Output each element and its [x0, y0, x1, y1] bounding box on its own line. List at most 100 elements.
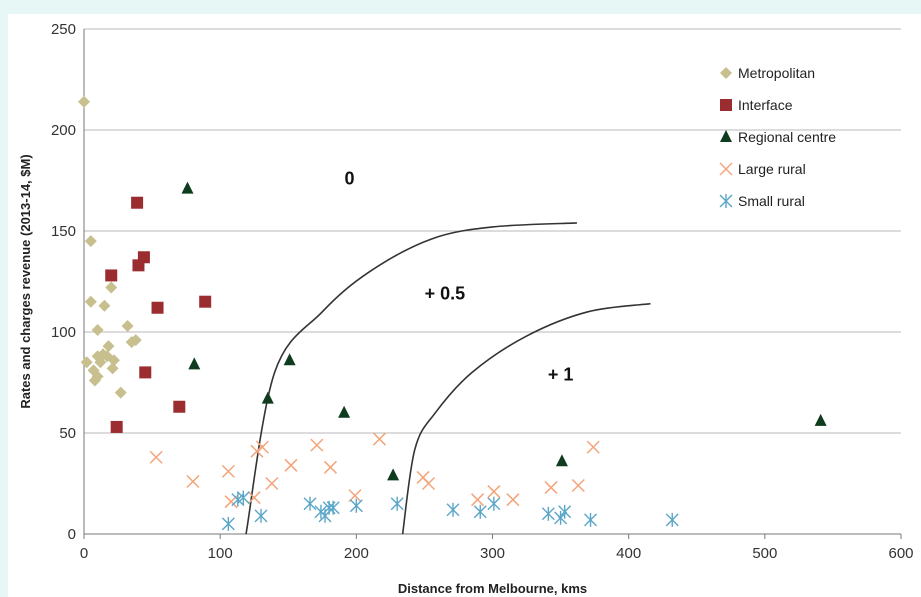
- small-rural-point: [349, 498, 363, 513]
- small-rural-point: [665, 512, 679, 527]
- metropolitan-point: [91, 370, 104, 383]
- y-tick-label: 200: [51, 122, 76, 139]
- metropolitan-point: [121, 319, 134, 332]
- large-rural-point: [323, 460, 337, 474]
- contour-annotations: 0 + 0.5 + 1: [345, 169, 574, 385]
- metropolitan-point: [98, 299, 111, 312]
- y-tick-label: 250: [51, 21, 76, 38]
- interface-point: [151, 301, 164, 314]
- metropolitan-point: [125, 336, 138, 349]
- regional-centre-point: [181, 181, 194, 194]
- legend: Metropolitan Interface Regional centre Larg…: [719, 65, 836, 209]
- legend-label-interface: Interface: [738, 97, 793, 113]
- scatter-chart: 0 50 100 150 200 250 0 100 200 300 400 500 600 0 + 0.…: [18, 21, 914, 596]
- metropolitan-point: [107, 354, 120, 367]
- data-points: [78, 95, 827, 531]
- large-rural-point: [506, 493, 520, 507]
- metropolitan-point: [114, 386, 127, 399]
- large-rural-point: [544, 481, 558, 495]
- metropolitan-point: [84, 235, 97, 248]
- large-rural-point: [421, 476, 436, 491]
- x-tick-label: 300: [480, 545, 505, 562]
- large-rural-point: [255, 440, 269, 454]
- interface-point: [139, 366, 152, 379]
- metropolitan-point: [102, 340, 115, 353]
- legend-marker-small-rural: [719, 194, 733, 208]
- metropolitan-point: [129, 334, 142, 347]
- legend-label-metropolitan: Metropolitan: [738, 65, 815, 81]
- metropolitan-point: [80, 356, 93, 369]
- contour-label: 0: [345, 169, 355, 189]
- small-rural-point: [487, 496, 501, 511]
- legend-marker-interface: [720, 99, 732, 111]
- metropolitan-point: [84, 295, 97, 308]
- contour-line: [401, 302, 651, 535]
- contour-label: + 1: [548, 364, 574, 384]
- y-tick-label: 100: [51, 324, 76, 341]
- large-rural-point: [247, 491, 261, 505]
- x-tick-label: 200: [344, 545, 369, 562]
- large-rural-point: [284, 458, 298, 472]
- x-tick-label: 500: [752, 545, 777, 562]
- contour-line: [245, 222, 577, 535]
- small-rural-point: [390, 496, 404, 511]
- large-rural-point: [487, 485, 501, 499]
- chart-frame: 0 50 100 150 200 250 0 100 200 300 400 500 600 0 + 0.…: [8, 14, 921, 597]
- large-rural-point: [221, 464, 235, 478]
- small-rural-point: [446, 502, 460, 517]
- interface-point: [173, 400, 186, 413]
- small-rural-point: [584, 512, 598, 527]
- legend-marker-large-rural: [719, 162, 733, 176]
- regional-centre-point: [555, 454, 568, 467]
- small-rural-point: [236, 490, 250, 505]
- large-rural-point: [310, 438, 324, 452]
- interface-point: [105, 269, 118, 282]
- small-rural-point: [541, 506, 555, 521]
- large-rural-point: [149, 450, 163, 464]
- large-rural-point: [265, 476, 279, 491]
- large-rural-point: [470, 493, 485, 507]
- interface-point: [199, 295, 212, 308]
- regional-centre-point: [188, 357, 201, 370]
- metropolitan-point: [105, 281, 118, 294]
- x-tick-label: 0: [80, 545, 88, 562]
- small-rural-point: [326, 500, 340, 515]
- interface-point: [110, 420, 123, 433]
- regional-centre-point: [338, 405, 351, 418]
- large-rural-point: [250, 444, 264, 458]
- small-rural-point: [303, 496, 317, 511]
- y-axis-title: Rates and charges revenue (2013-14, $M): [18, 154, 33, 408]
- regional-centre-point: [283, 353, 296, 366]
- x-tick-label: 100: [208, 545, 233, 562]
- legend-marker-metropolitan: [720, 67, 732, 79]
- contour-label: + 0.5: [425, 284, 466, 304]
- y-tick-label: 50: [59, 425, 76, 442]
- contour-lines: [245, 222, 651, 535]
- regional-centre-point: [387, 468, 400, 481]
- legend-label-small-rural: Small rural: [738, 193, 805, 209]
- legend-label-large-rural: Large rural: [738, 161, 806, 177]
- grid-lines: [84, 28, 901, 434]
- legend-label-regional-centre: Regional centre: [738, 129, 836, 145]
- interface-point: [137, 251, 150, 264]
- interface-point: [131, 196, 144, 209]
- small-rural-point: [221, 516, 235, 531]
- x-axis-title: Distance from Melbourne, kms: [398, 581, 587, 596]
- y-tick-label: 150: [51, 223, 76, 240]
- metropolitan-point: [106, 362, 119, 375]
- axes: 0 50 100 150 200 250 0 100 200 300 400 500 600: [51, 21, 914, 562]
- large-rural-point: [372, 432, 387, 446]
- x-tick-label: 600: [888, 545, 913, 562]
- regional-centre-point: [261, 391, 274, 404]
- y-tick-label: 0: [68, 526, 76, 543]
- large-rural-point: [586, 440, 600, 454]
- metropolitan-point: [91, 323, 104, 336]
- legend-marker-regional-centre: [720, 130, 732, 142]
- small-rural-point: [254, 508, 268, 523]
- large-rural-point: [571, 478, 585, 493]
- regional-centre-point: [814, 413, 827, 426]
- small-rural-point: [473, 504, 487, 519]
- metropolitan-point: [78, 95, 90, 108]
- x-tick-label: 400: [616, 545, 641, 562]
- large-rural-point: [186, 474, 200, 489]
